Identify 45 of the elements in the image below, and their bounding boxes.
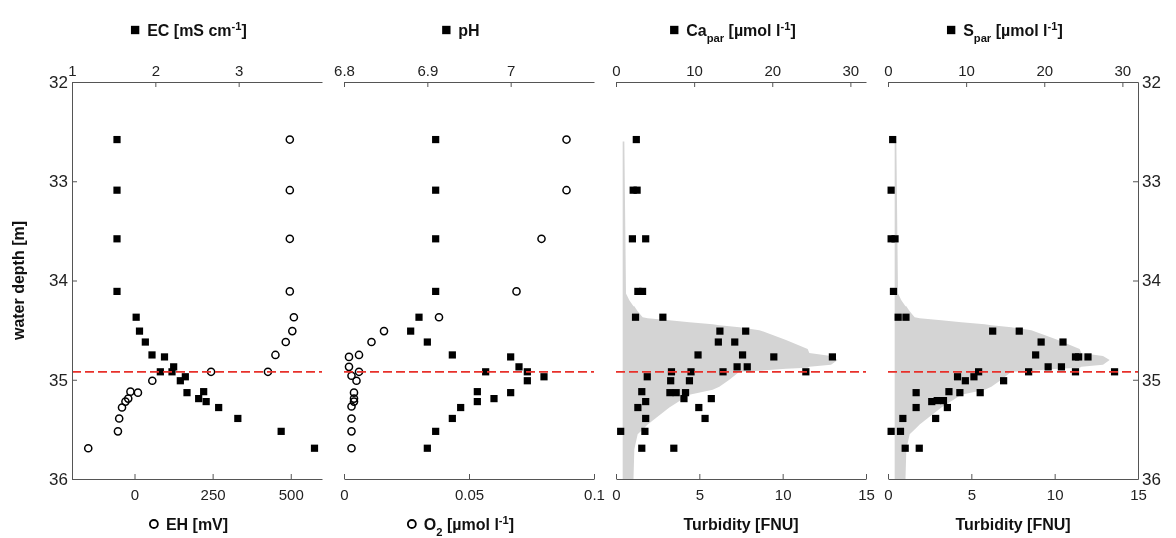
x-tick-label: 0: [340, 485, 349, 503]
x-tick-label: 0: [884, 485, 893, 503]
x-tick-label: 0: [130, 485, 140, 503]
x-tick-label: 0.1: [584, 485, 605, 503]
x-tick-label: 250: [200, 485, 226, 503]
x2-tick-label: 30: [842, 62, 860, 79]
x-tick-label: 15: [858, 485, 875, 503]
x2-tick-label: 0: [884, 62, 893, 79]
y-tick-label: 33: [49, 172, 68, 192]
x2-tick-label: 10: [686, 62, 703, 79]
y-tick-label: 32: [1142, 72, 1161, 92]
x2-tick-label: 2: [151, 62, 161, 79]
x-tick-label: 10: [1046, 485, 1064, 503]
x-tick-label: 0.05: [454, 485, 485, 503]
x2-tick-label: 20: [764, 62, 782, 79]
y-tick-label: 35: [49, 370, 68, 390]
x2-tick-label: 6.8: [334, 62, 355, 79]
x2-axis-title: pH: [458, 22, 480, 39]
y-tick-label: 33: [1142, 172, 1161, 192]
x-tick-label: 500: [278, 485, 304, 503]
x-axis-title: Turbidity [FNU]: [683, 516, 799, 533]
x2-tick-label: 10: [958, 62, 975, 79]
x2-axis-title: S$_{par}$ [µmol l$^{-1}$]: [963, 20, 1063, 44]
x2-tick-label: 20: [1036, 62, 1054, 79]
x2-tick-label: 0: [612, 62, 621, 79]
y-tick-label: 34: [1142, 271, 1161, 291]
x2-tick-label: 30: [1114, 62, 1132, 79]
x2-axis-title: Ca$_{par}$ [µmol l$^{-1}$]: [686, 20, 796, 44]
y-axis-title: water depth [m]: [10, 220, 27, 342]
x-tick-label: 5: [695, 485, 705, 503]
x-tick-label: 10: [774, 485, 792, 503]
x-tick-label: 0: [612, 485, 621, 503]
y-tick-label: 35: [1142, 370, 1161, 390]
x2-tick-label: 6.9: [417, 62, 439, 79]
x-axis-title: O$_{2}$ [µmol l$^{-1}$]: [423, 514, 515, 538]
x-tick-label: 5: [967, 485, 977, 503]
y-tick-label: 32: [49, 72, 68, 92]
y-tick-label: 36: [49, 469, 68, 489]
x-axis-title: Turbidity [FNU]: [955, 516, 1071, 533]
x2-tick-label: 1: [68, 62, 77, 79]
x2-tick-label: 7: [506, 62, 516, 79]
x2-axis-title: EC [mS cm$^{-1}$]: [147, 20, 247, 39]
y-tick-label: 34: [49, 271, 68, 291]
x-axis-title: EH [mV]: [165, 516, 229, 533]
x2-tick-label: 3: [234, 62, 244, 79]
